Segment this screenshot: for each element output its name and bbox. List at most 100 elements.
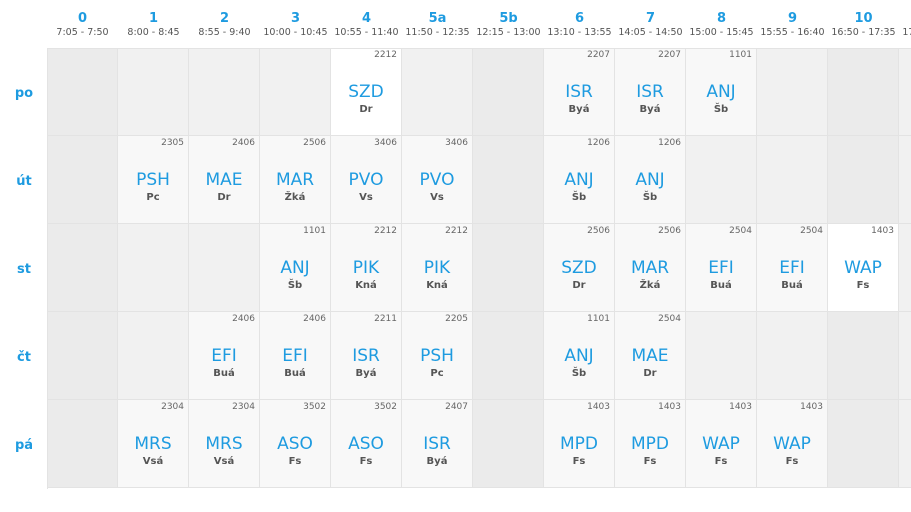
lesson-teacher: Fs	[572, 456, 586, 467]
period-time: 14:05 - 14:50	[618, 27, 683, 38]
lesson-teacher: Byá	[568, 104, 590, 115]
lesson-cell[interactable]: 2504 EFI Buá	[686, 224, 757, 312]
lesson-cell[interactable]: 1403 WAP Fs	[828, 224, 899, 312]
lesson-subject: PVO	[348, 170, 384, 190]
lesson-room: 2506	[658, 226, 681, 236]
lesson-teacher: Dr	[359, 104, 373, 115]
lesson-teacher: Žká	[284, 192, 306, 203]
lesson-cell[interactable]: 2406 EFI Buá	[189, 312, 260, 400]
lesson-room: 2506	[587, 226, 610, 236]
lesson-cell[interactable]: 1403 MPD Fs	[544, 400, 615, 488]
lesson-cell[interactable]: 3406 PVO Vs	[331, 136, 402, 224]
lesson-subject: SZD	[561, 258, 597, 278]
lesson-cell[interactable]: 1101 ANJ Šb	[686, 48, 757, 136]
lesson-subject: ISR	[423, 434, 451, 454]
lesson-room: 2504	[658, 314, 681, 324]
empty-cell	[828, 400, 899, 488]
lesson-cell[interactable]: 2207 ISR Byá	[615, 48, 686, 136]
lesson-cell[interactable]: 2406 EFI Buá	[260, 312, 331, 400]
lesson-teacher: Vs	[359, 192, 373, 203]
lesson-subject: ASO	[348, 434, 384, 454]
empty-cell	[899, 48, 911, 136]
lesson-subject: EFI	[211, 346, 237, 366]
period-header-9: 8 15:00 - 15:45	[686, 0, 757, 39]
lesson-subject: MPD	[559, 434, 598, 454]
empty-cell	[402, 48, 473, 136]
lesson-teacher: Fs	[856, 280, 870, 291]
lesson-subject: WAP	[702, 434, 740, 454]
lesson-cell[interactable]: 1403 WAP Fs	[757, 400, 828, 488]
lesson-room: 2504	[729, 226, 752, 236]
lesson-room: 2406	[232, 314, 255, 324]
lesson-subject: MRS	[205, 434, 243, 454]
lesson-room: 1403	[729, 402, 752, 412]
lesson-cell[interactable]: 1403 MPD Fs	[615, 400, 686, 488]
lesson-room: 2207	[658, 50, 681, 60]
empty-cell	[47, 312, 118, 400]
lesson-cell[interactable]: 3502 ASO Fs	[331, 400, 402, 488]
lesson-subject: EFI	[282, 346, 308, 366]
lesson-room: 2205	[445, 314, 468, 324]
lesson-teacher: Vsá	[213, 456, 235, 467]
lesson-teacher: Vsá	[142, 456, 164, 467]
lesson-cell[interactable]: 2304 MRS Vsá	[118, 400, 189, 488]
empty-cell	[47, 136, 118, 224]
lesson-subject: WAP	[773, 434, 811, 454]
day-label-1: út	[16, 174, 32, 189]
empty-cell	[757, 48, 828, 136]
lesson-room: 1403	[658, 402, 681, 412]
period-header-3: 3 10:00 - 10:45	[260, 0, 331, 39]
lesson-cell[interactable]: 1101 ANJ Šb	[260, 224, 331, 312]
lesson-cell[interactable]: 2305 PSH Pc	[118, 136, 189, 224]
lesson-room: 2211	[374, 314, 397, 324]
day-label-3: čt	[17, 350, 31, 365]
empty-cell	[757, 312, 828, 400]
lesson-cell[interactable]: 2304 MRS Vsá	[189, 400, 260, 488]
lesson-cell[interactable]: 3502 ASO Fs	[260, 400, 331, 488]
lesson-room: 2305	[161, 138, 184, 148]
lesson-cell[interactable]: 2212 PIK Kná	[331, 224, 402, 312]
period-header-4: 4 10:55 - 11:40	[331, 0, 402, 39]
lesson-cell[interactable]: 2212 SZD Dr	[331, 48, 402, 136]
lesson-cell[interactable]: 2207 ISR Byá	[544, 48, 615, 136]
lesson-cell[interactable]: 3406 PVO Vs	[402, 136, 473, 224]
lesson-subject: WAP	[844, 258, 882, 278]
lesson-teacher: Buá	[781, 280, 803, 291]
period-time: 17:45 - 18:30	[902, 27, 911, 38]
lesson-room: 2212	[374, 226, 397, 236]
lesson-cell[interactable]: 1403 WAP Fs	[686, 400, 757, 488]
period-time: 8:00 - 8:45	[127, 27, 180, 38]
period-number: 6	[574, 11, 585, 26]
lesson-room: 2406	[303, 314, 326, 324]
day-label-2: st	[17, 262, 31, 277]
lesson-cell[interactable]: 1206 ANJ Šb	[544, 136, 615, 224]
lesson-cell[interactable]: 1101 ANJ Šb	[544, 312, 615, 400]
lesson-room: 2506	[303, 138, 326, 148]
lesson-subject: MAE	[205, 170, 243, 190]
lesson-cell[interactable]: 2506 MAR Žká	[260, 136, 331, 224]
empty-cell	[828, 312, 899, 400]
empty-cell	[118, 224, 189, 312]
lesson-room: 2304	[232, 402, 255, 412]
lesson-cell[interactable]: 1206 ANJ Šb	[615, 136, 686, 224]
lesson-cell[interactable]: 2506 MAR Žká	[615, 224, 686, 312]
lesson-cell[interactable]: 2205 PSH Pc	[402, 312, 473, 400]
lesson-cell[interactable]: 2506 SZD Dr	[544, 224, 615, 312]
lesson-cell[interactable]: 2407 ISR Byá	[402, 400, 473, 488]
lesson-subject: MRS	[134, 434, 172, 454]
lesson-cell[interactable]: 2211 ISR Byá	[331, 312, 402, 400]
period-number: 9	[787, 11, 798, 26]
period-header: 0 7:05 - 7:50 1 8:00 - 8:45 2 8:55 - 9:40 3 10:…	[0, 0, 911, 48]
lesson-teacher: Buá	[284, 368, 306, 379]
lesson-cell[interactable]: 2406 MAE Dr	[189, 136, 260, 224]
lesson-cell[interactable]: 2504 MAE Dr	[615, 312, 686, 400]
period-time: 11:50 - 12:35	[405, 27, 470, 38]
empty-cell	[757, 136, 828, 224]
lesson-cell[interactable]: 2504 EFI Buá	[757, 224, 828, 312]
period-time: 16:50 - 17:35	[831, 27, 896, 38]
lesson-cell[interactable]: 2212 PIK Kná	[402, 224, 473, 312]
lesson-subject: ANJ	[564, 170, 594, 190]
period-time: 12:15 - 13:00	[476, 27, 541, 38]
lesson-room: 1403	[871, 226, 894, 236]
period-header-6: 5b 12:15 - 13:00	[473, 0, 544, 39]
